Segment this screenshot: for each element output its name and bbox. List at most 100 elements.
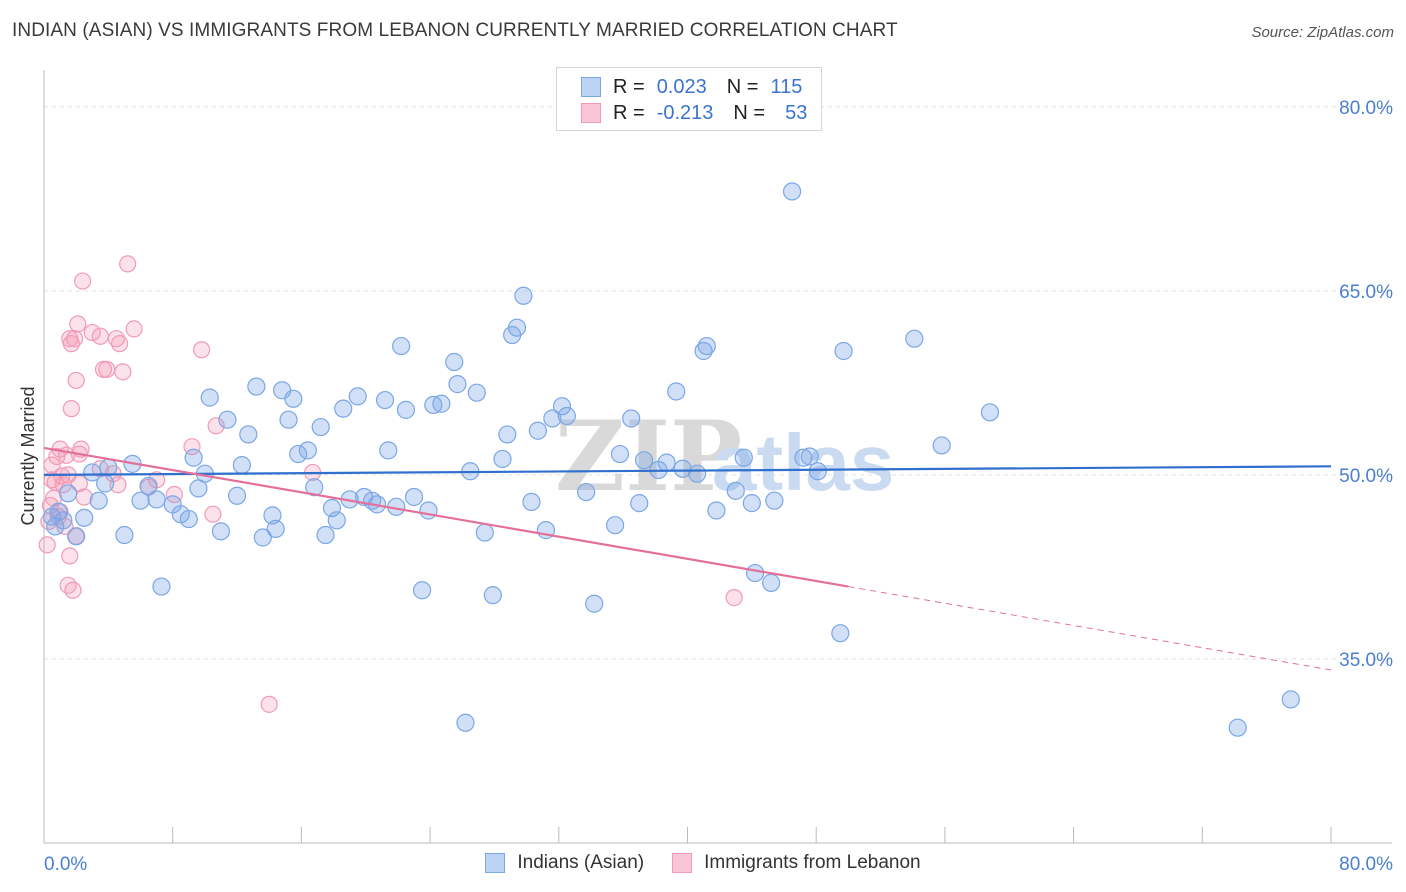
indians-point <box>577 482 596 502</box>
indians-point <box>493 449 512 469</box>
indians-point <box>1281 690 1300 709</box>
lebanon-point <box>83 323 101 342</box>
legend-r-value-indians: 0.023 <box>656 75 707 98</box>
indians-point <box>96 474 115 493</box>
indians-point <box>284 389 303 408</box>
indians-point <box>412 581 432 600</box>
indians-point <box>432 394 451 413</box>
indians-point <box>396 400 416 419</box>
indians-point <box>707 501 726 520</box>
indians-point <box>831 624 850 643</box>
indians-point <box>1228 718 1247 737</box>
indians-point <box>834 341 853 361</box>
indians-point <box>327 511 346 530</box>
indians-point <box>794 448 813 467</box>
indians-point <box>782 182 802 201</box>
indians-point <box>557 406 576 426</box>
legend-n-label: N = <box>726 75 759 98</box>
trend-lines <box>43 446 1332 671</box>
indians-legend-label: Indians (Asian) <box>517 852 645 873</box>
indians-point <box>507 318 527 337</box>
legend-item-indians[interactable]: Indians (Asian) <box>485 852 644 874</box>
indians-point <box>528 421 547 440</box>
indians-point <box>263 506 282 525</box>
lebanon-point <box>62 400 80 418</box>
indians-point <box>375 390 395 410</box>
watermark-zip: ZIP <box>555 400 742 513</box>
indians-point <box>475 523 494 542</box>
lebanon-point <box>67 371 85 390</box>
indians-point <box>218 410 237 429</box>
indians-point <box>184 448 203 467</box>
indians-point <box>279 410 298 429</box>
indians-point <box>742 494 761 513</box>
lebanon-point <box>111 335 129 353</box>
indians-point <box>152 577 171 596</box>
y-tick-label: 35.0% <box>1339 650 1393 671</box>
indians-point <box>734 448 753 467</box>
indians-point <box>59 484 78 503</box>
lebanon-legend-swatch <box>672 853 693 873</box>
indians-point <box>765 491 784 510</box>
chart-title: INDIAN (ASIAN) VS IMMIGRANTS FROM LEBANO… <box>12 20 898 41</box>
lebanon-swatch <box>581 103 601 123</box>
lebanon-point <box>207 417 225 435</box>
indians-point <box>298 441 317 460</box>
legend-n-value-lebanon: 53 <box>785 101 808 124</box>
indians-point <box>179 509 198 529</box>
legend-item-lebanon[interactable]: Immigrants from Lebanon <box>672 852 921 874</box>
indians-point <box>905 329 924 348</box>
lebanon-point <box>125 320 143 338</box>
indians-point <box>697 336 716 356</box>
y-tick-label: 50.0% <box>1339 466 1393 487</box>
indians-point <box>419 501 438 520</box>
correlation-legend: R = 0.023 N = 115 R = -0.213 N = 53 <box>556 67 822 131</box>
indians-point <box>630 494 649 513</box>
indians-point <box>667 382 686 401</box>
indians-point <box>316 525 335 545</box>
lebanon-point <box>98 360 116 378</box>
indians-point <box>75 508 94 527</box>
lebanon-point <box>109 476 127 494</box>
lebanon-legend-label: Immigrants from Lebanon <box>704 852 921 873</box>
lebanon-point <box>260 695 278 713</box>
legend-r-label: R = <box>613 75 645 98</box>
y-tick-label: 80.0% <box>1339 98 1393 119</box>
lebanon-trend-line <box>43 446 849 588</box>
indians-point <box>131 491 150 510</box>
indians-point <box>311 417 330 437</box>
indians-point <box>211 522 231 541</box>
watermark: ZIP atlas <box>555 400 894 513</box>
indians-point <box>745 563 765 583</box>
lebanon-trend-extension <box>848 586 1332 671</box>
lebanon-point <box>91 327 109 345</box>
indians-point <box>227 486 247 505</box>
indians-point <box>585 594 604 613</box>
indians-point <box>54 511 73 530</box>
x-tick-label: 80.0% <box>1339 854 1393 875</box>
lebanon-point <box>119 255 137 273</box>
indians-point <box>726 481 745 500</box>
indians-point <box>932 436 951 455</box>
indians-point <box>89 491 108 510</box>
lebanon-point <box>53 467 71 485</box>
indians-point <box>445 352 464 372</box>
indians-point <box>980 403 1000 422</box>
indians-point <box>115 525 134 545</box>
legend-row-indians: R = 0.023 N = 115 <box>581 75 802 99</box>
indians-point <box>247 377 266 396</box>
indians-point <box>622 409 641 428</box>
indians-point <box>253 528 272 547</box>
x-tick-label: 0.0% <box>44 854 87 875</box>
y-axis-label: Currently Married <box>18 386 38 525</box>
gridlines <box>44 106 1392 660</box>
legend-r-value-lebanon: -0.213 <box>656 101 714 124</box>
lebanon-point <box>43 456 61 474</box>
indians-point <box>289 444 308 464</box>
lebanon-point <box>62 335 80 353</box>
lebanon-point <box>107 330 125 348</box>
indians-point <box>800 447 819 466</box>
axes <box>43 70 1392 844</box>
indians-point <box>657 453 676 472</box>
